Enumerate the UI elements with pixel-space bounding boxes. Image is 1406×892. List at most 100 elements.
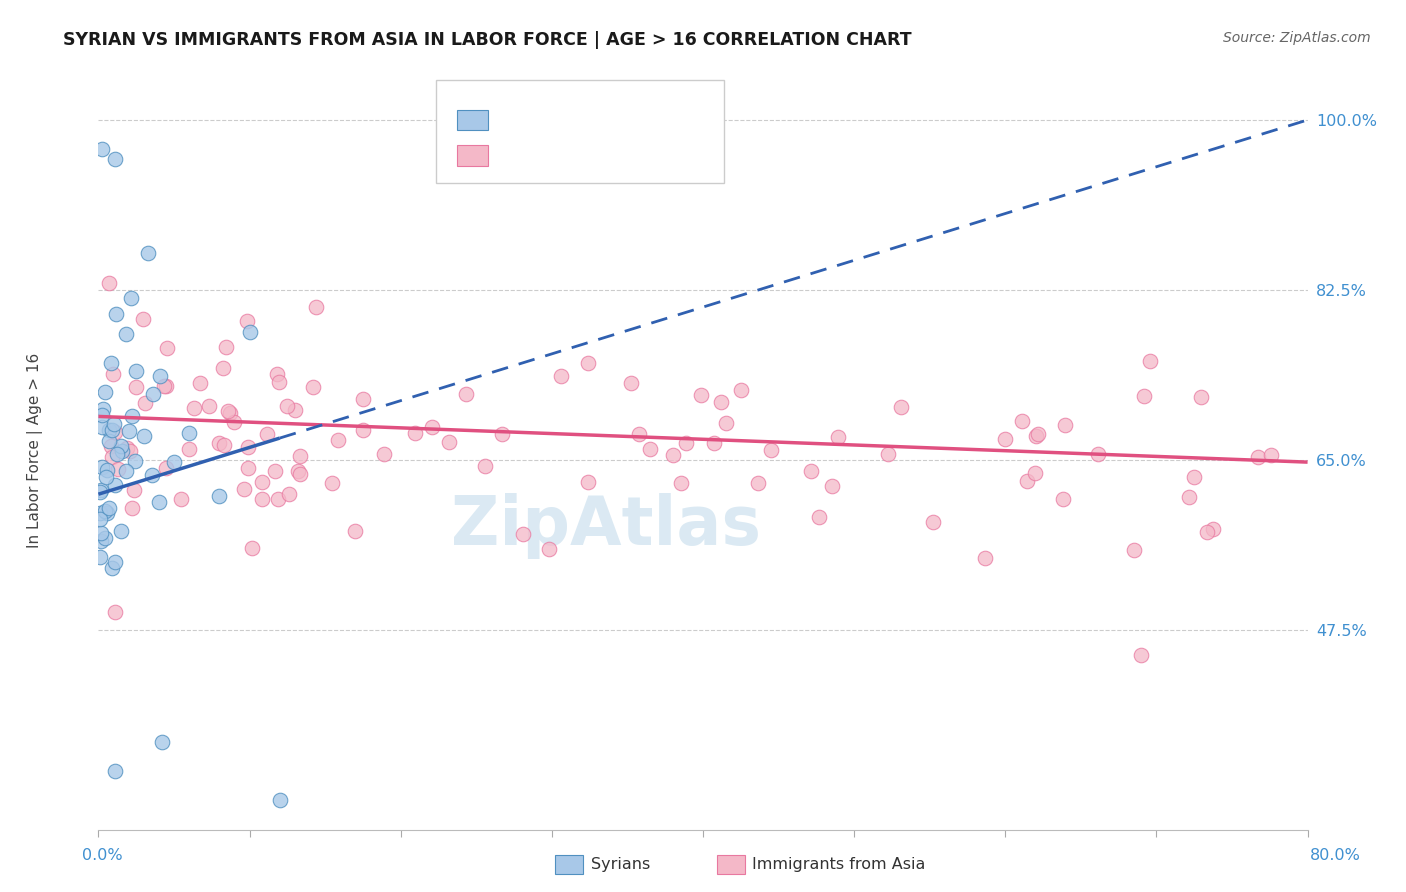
Point	[239, 325, 262, 339]
Point	[890, 401, 912, 415]
Point	[148, 369, 170, 384]
Point	[101, 561, 124, 575]
Point	[118, 424, 141, 438]
Point	[266, 367, 288, 381]
Point	[576, 356, 599, 370]
Point	[97, 424, 120, 438]
Point	[1052, 491, 1074, 506]
Point	[90, 483, 112, 498]
Point	[1015, 475, 1038, 489]
Point	[352, 392, 374, 406]
Point	[100, 423, 122, 437]
Text: ZipAtlas: ZipAtlas	[451, 493, 761, 559]
Point	[1087, 447, 1109, 461]
Point	[287, 465, 309, 479]
Point	[404, 426, 426, 441]
Point	[820, 479, 842, 493]
Point	[120, 292, 142, 306]
Text: Source: ZipAtlas.com: Source: ZipAtlas.com	[1223, 31, 1371, 45]
Point	[1130, 648, 1153, 662]
Point	[1260, 448, 1282, 462]
Text: Immigrants from Asia: Immigrants from Asia	[752, 857, 925, 871]
Point	[1246, 450, 1268, 464]
Point	[208, 436, 231, 450]
Point	[1011, 413, 1033, 427]
Point	[121, 409, 143, 423]
Point	[125, 380, 148, 394]
Point	[994, 432, 1017, 446]
Point	[1025, 428, 1047, 442]
Point	[1202, 522, 1225, 536]
Point	[98, 500, 121, 515]
Point	[288, 449, 311, 463]
Text: R =: R =	[505, 132, 541, 150]
Point	[302, 380, 325, 394]
Point	[807, 509, 830, 524]
Point	[232, 482, 254, 496]
Point	[155, 461, 177, 475]
Point	[104, 152, 127, 166]
Point	[277, 487, 299, 501]
Point	[922, 515, 945, 529]
Point	[714, 416, 737, 430]
Point	[288, 467, 311, 482]
Point	[132, 311, 155, 326]
Point	[111, 444, 134, 458]
Point	[104, 605, 127, 619]
Point	[148, 494, 170, 508]
Point	[91, 402, 114, 417]
Point	[96, 462, 118, 476]
Point	[163, 455, 186, 469]
Point	[537, 542, 560, 557]
Point	[352, 423, 374, 437]
Point	[420, 420, 443, 434]
Point	[132, 428, 155, 442]
Point	[628, 426, 651, 441]
Point	[1024, 467, 1046, 481]
Point	[730, 383, 752, 397]
Point	[141, 468, 163, 483]
Point	[690, 388, 713, 402]
Point	[91, 420, 114, 434]
Point	[188, 376, 211, 390]
Point	[100, 356, 122, 370]
Text: -0.194: -0.194	[547, 132, 606, 150]
Point	[94, 532, 117, 546]
Point	[256, 427, 278, 442]
Point	[218, 406, 240, 420]
Point	[1028, 426, 1050, 441]
Point	[283, 402, 305, 417]
Point	[269, 376, 291, 390]
Text: R =: R =	[505, 95, 541, 113]
Point	[101, 450, 124, 465]
Point	[198, 399, 221, 413]
Text: SYRIAN VS IMMIGRANTS FROM ASIA IN LABOR FORCE | AGE > 16 CORRELATION CHART: SYRIAN VS IMMIGRANTS FROM ASIA IN LABOR …	[63, 31, 912, 49]
Point	[747, 475, 769, 490]
Point	[827, 430, 849, 444]
Text: N =: N =	[600, 132, 648, 150]
Point	[491, 426, 513, 441]
Point	[373, 447, 395, 461]
Point	[91, 460, 114, 475]
Point	[152, 379, 174, 393]
Point	[114, 464, 136, 478]
Point	[212, 438, 235, 452]
Point	[150, 735, 173, 749]
Point	[761, 443, 783, 458]
Point	[104, 555, 127, 569]
Point	[669, 476, 692, 491]
Point	[1132, 389, 1154, 403]
Point	[89, 511, 111, 525]
Point	[142, 387, 165, 401]
Text: 0.343: 0.343	[547, 95, 600, 113]
Point	[512, 527, 534, 541]
Point	[620, 376, 643, 391]
Point	[105, 447, 128, 461]
Point	[104, 307, 127, 321]
Point	[550, 368, 572, 383]
Point	[236, 314, 259, 328]
Point	[474, 458, 496, 473]
Point	[89, 485, 111, 500]
Point	[703, 436, 725, 450]
Point	[877, 447, 900, 461]
